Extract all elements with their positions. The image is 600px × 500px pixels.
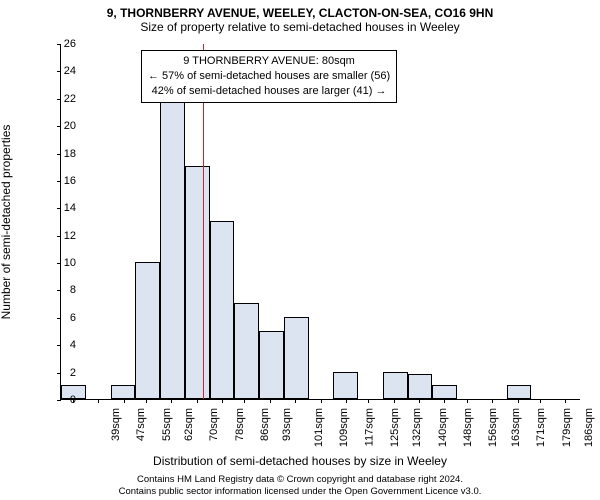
x-tick-mark — [467, 399, 468, 403]
footer-line-1: Contains HM Land Registry data © Crown c… — [0, 474, 600, 486]
chart-title-sub: Size of property relative to semi-detach… — [0, 20, 600, 34]
x-tick-label: 132sqm — [411, 408, 423, 447]
x-tick-mark — [146, 399, 147, 403]
y-tick-label: 24 — [46, 65, 76, 77]
plot-area: 39sqm47sqm55sqm62sqm70sqm78sqm86sqm93sqm… — [60, 44, 580, 400]
x-tick-label: 47sqm — [135, 408, 147, 441]
y-tick-label: 6 — [46, 312, 76, 324]
x-tick-label: 179sqm — [561, 408, 573, 447]
x-tick-mark — [540, 399, 541, 403]
histogram-bar — [234, 303, 259, 399]
x-tick-mark — [222, 399, 223, 403]
histogram-bar — [408, 374, 433, 399]
info-box-line: 9 THORNBERRY AVENUE: 80sqm — [148, 54, 390, 69]
x-tick-mark — [394, 399, 395, 403]
histogram-bar — [210, 221, 235, 399]
histogram-bar — [160, 98, 185, 399]
x-tick-mark — [518, 399, 519, 403]
y-tick-label: 18 — [46, 148, 76, 160]
x-tick-mark — [368, 399, 369, 403]
x-tick-mark — [492, 399, 493, 403]
histogram-bar — [185, 166, 210, 399]
histogram-bar — [135, 262, 160, 399]
x-tick-mark — [444, 399, 445, 403]
x-tick-label: 93sqm — [282, 408, 294, 441]
footer-line-2: Contains public sector information licen… — [0, 486, 600, 498]
info-box-line: 42% of semi-detached houses are larger (… — [148, 84, 390, 99]
x-tick-label: 163sqm — [510, 408, 522, 447]
x-tick-label: 186sqm — [583, 408, 595, 447]
y-tick-label: 14 — [46, 202, 76, 214]
x-axis-label: Distribution of semi-detached houses by … — [0, 454, 600, 468]
histogram-bar — [111, 385, 136, 399]
x-tick-mark — [270, 399, 271, 403]
x-tick-mark — [124, 399, 125, 403]
y-tick-label: 16 — [46, 175, 76, 187]
y-tick-label: 10 — [46, 257, 76, 269]
x-tick-mark — [321, 399, 322, 403]
y-tick-label: 0 — [46, 394, 76, 406]
y-tick-label: 2 — [46, 367, 76, 379]
y-tick-label: 4 — [46, 339, 76, 351]
x-tick-label: 156sqm — [488, 408, 500, 447]
x-tick-mark — [171, 399, 172, 403]
histogram-bar — [333, 372, 358, 399]
x-tick-label: 171sqm — [535, 408, 547, 447]
x-tick-label: 140sqm — [437, 408, 449, 447]
info-box-line: ← 57% of semi-detached houses are smalle… — [148, 69, 390, 84]
histogram-bar — [507, 385, 532, 399]
x-tick-mark — [295, 399, 296, 403]
chart-title-main: 9, THORNBERRY AVENUE, WEELEY, CLACTON-ON… — [0, 6, 600, 20]
histogram-chart: 9, THORNBERRY AVENUE, WEELEY, CLACTON-ON… — [0, 0, 600, 500]
x-tick-label: 39sqm — [110, 408, 122, 441]
x-tick-label: 101sqm — [313, 408, 325, 447]
x-tick-label: 109sqm — [338, 408, 350, 447]
y-axis-label: Number of semi-detached properties — [0, 27, 13, 222]
histogram-bar — [383, 372, 408, 399]
x-tick-label: 125sqm — [389, 408, 401, 447]
x-tick-label: 86sqm — [259, 408, 271, 441]
x-tick-label: 62sqm — [183, 408, 195, 441]
info-box: 9 THORNBERRY AVENUE: 80sqm← 57% of semi-… — [141, 50, 397, 103]
y-tick-label: 22 — [46, 93, 76, 105]
x-tick-mark — [98, 399, 99, 403]
y-tick-label: 8 — [46, 284, 76, 296]
chart-title-group: 9, THORNBERRY AVENUE, WEELEY, CLACTON-ON… — [0, 6, 600, 34]
x-tick-label: 55sqm — [161, 408, 173, 441]
y-tick-label: 12 — [46, 230, 76, 242]
x-tick-label: 70sqm — [209, 408, 221, 441]
y-tick-label: 20 — [46, 120, 76, 132]
x-tick-mark — [565, 399, 566, 403]
x-tick-mark — [419, 399, 420, 403]
x-tick-mark — [244, 399, 245, 403]
y-tick-label: 26 — [46, 38, 76, 50]
x-tick-label: 117sqm — [363, 408, 375, 446]
histogram-bar — [259, 331, 284, 399]
histogram-bar — [432, 385, 457, 399]
x-tick-mark — [346, 399, 347, 403]
x-tick-mark — [197, 399, 198, 403]
histogram-bar — [284, 317, 309, 399]
x-tick-label: 148sqm — [462, 408, 474, 447]
chart-footer: Contains HM Land Registry data © Crown c… — [0, 474, 600, 498]
x-tick-label: 78sqm — [234, 408, 246, 441]
